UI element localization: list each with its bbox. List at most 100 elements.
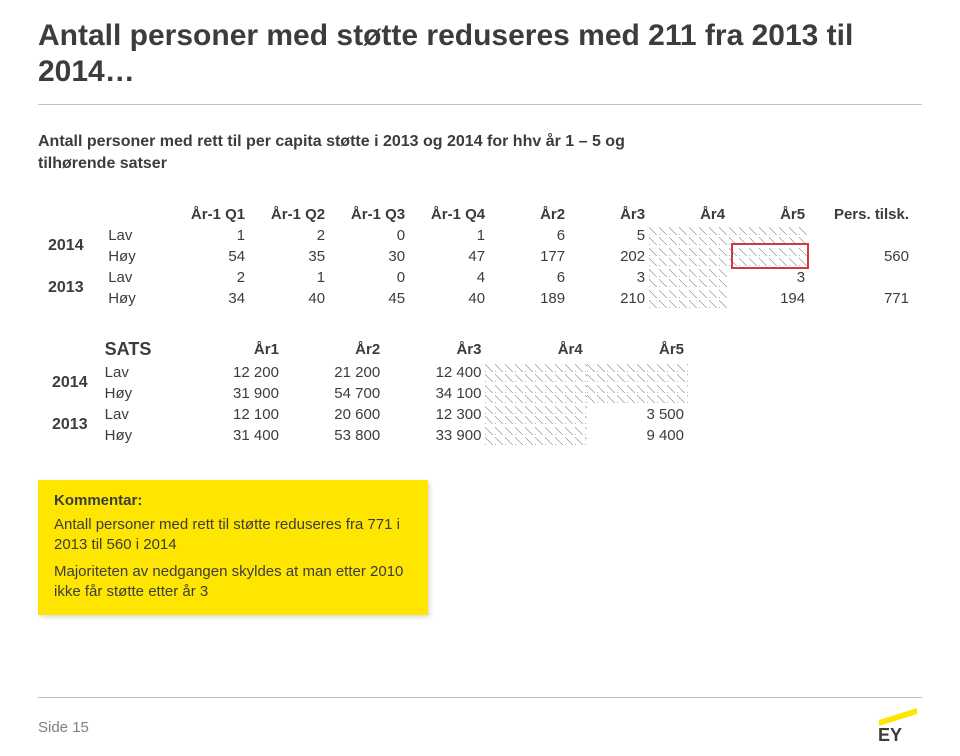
cell: 30 <box>329 246 409 267</box>
divider-top <box>38 104 922 105</box>
cell: 33 900 <box>384 425 485 446</box>
cell: 47 <box>409 246 489 267</box>
cell: 34 <box>169 288 249 309</box>
level-label: Lav <box>101 362 182 383</box>
cell: 40 <box>409 288 489 309</box>
cell: 189 <box>489 288 569 309</box>
cell-hatched-highlight <box>729 246 809 267</box>
year-label: 2014 <box>48 225 104 267</box>
cell-hatched <box>649 267 729 288</box>
cell: 31 900 <box>182 383 283 404</box>
ey-logo-icon: EY <box>878 708 918 742</box>
col-header: År5 <box>587 337 688 362</box>
cell <box>809 225 913 246</box>
col-header: År3 <box>569 204 649 225</box>
cell-hatched <box>485 425 586 446</box>
cell: 12 400 <box>384 362 485 383</box>
col-header: År-1 Q1 <box>169 204 249 225</box>
comment-header: Kommentar: <box>54 492 412 509</box>
cell: 0 <box>329 225 409 246</box>
cell: 2 <box>249 225 329 246</box>
comment-line: Antall personer med rett til støtte redu… <box>54 515 412 554</box>
cell-hatched <box>587 362 688 383</box>
level-label: Høy <box>104 246 169 267</box>
cell <box>809 267 913 288</box>
level-label: Høy <box>104 288 169 309</box>
cell-hatched <box>729 225 809 246</box>
cell: 202 <box>569 246 649 267</box>
cell: 35 <box>249 246 329 267</box>
cell: 6 <box>489 267 569 288</box>
col-header: År2 <box>489 204 569 225</box>
cell: 12 200 <box>182 362 283 383</box>
level-label: Lav <box>104 267 169 288</box>
cell-hatched <box>649 246 729 267</box>
cell: 6 <box>489 225 569 246</box>
year-label: 2013 <box>48 404 101 446</box>
table-header-row: SATS År1 År2 År3 År4 År5 <box>48 337 688 362</box>
cell-hatched <box>485 383 586 404</box>
cell: 3 500 <box>587 404 688 425</box>
comment-line: Majoriteten av nedgangen skyldes at man … <box>54 562 412 601</box>
cell: 177 <box>489 246 569 267</box>
level-label: Lav <box>104 225 169 246</box>
col-header: År1 <box>182 337 283 362</box>
cell: 21 200 <box>283 362 384 383</box>
cell: 194 <box>729 288 809 309</box>
cell: 1 <box>409 225 489 246</box>
page-subtitle: Antall personer med rett til per capita … <box>38 131 638 174</box>
col-header: År4 <box>649 204 729 225</box>
cell: 20 600 <box>283 404 384 425</box>
cell: 54 700 <box>283 383 384 404</box>
cell: 4 <box>409 267 489 288</box>
divider-bottom <box>38 697 922 698</box>
col-header: År-1 Q3 <box>329 204 409 225</box>
cell: 9 400 <box>587 425 688 446</box>
cell: 45 <box>329 288 409 309</box>
cell-hatched <box>649 225 729 246</box>
year-label: 2014 <box>48 362 101 404</box>
table-row: 2013 Lav 12 100 20 600 12 300 3 500 <box>48 404 688 425</box>
table-header-row: År-1 Q1 År-1 Q2 År-1 Q3 År-1 Q4 År2 År3 … <box>48 204 913 225</box>
cell: 5 <box>569 225 649 246</box>
cell-hatched <box>485 362 586 383</box>
cell: 771 <box>809 288 913 309</box>
col-header: Pers. tilsk. <box>809 204 913 225</box>
level-label: Høy <box>101 383 182 404</box>
cell: 54 <box>169 246 249 267</box>
cell: 2 <box>169 267 249 288</box>
table-row: 2013 Lav 2 1 0 4 6 3 3 <box>48 267 913 288</box>
cell: 34 100 <box>384 383 485 404</box>
cell: 3 <box>569 267 649 288</box>
table-row: 2014 Lav 12 200 21 200 12 400 <box>48 362 688 383</box>
col-header: År3 <box>384 337 485 362</box>
cell: 40 <box>249 288 329 309</box>
table-row: Høy 31 400 53 800 33 900 9 400 <box>48 425 688 446</box>
cell: 1 <box>169 225 249 246</box>
col-header: År-1 Q4 <box>409 204 489 225</box>
comment-box: Kommentar: Antall personer med rett til … <box>38 480 428 615</box>
sats-label: SATS <box>101 337 182 362</box>
cell-hatched <box>649 288 729 309</box>
sats-table: SATS År1 År2 År3 År4 År5 2014 Lav 12 200… <box>48 337 688 446</box>
persons-table: År-1 Q1 År-1 Q2 År-1 Q3 År-1 Q4 År2 År3 … <box>48 204 913 309</box>
year-label: 2013 <box>48 267 104 309</box>
cell: 560 <box>809 246 913 267</box>
page-number: Side 15 <box>38 719 89 736</box>
table-row: Høy 34 40 45 40 189 210 194 771 <box>48 288 913 309</box>
cell: 53 800 <box>283 425 384 446</box>
page-title: Antall personer med støtte reduseres med… <box>38 18 922 90</box>
table-row: Høy 54 35 30 47 177 202 560 <box>48 246 913 267</box>
cell-hatched <box>587 383 688 404</box>
svg-text:EY: EY <box>878 725 902 742</box>
table-row: Høy 31 900 54 700 34 100 <box>48 383 688 404</box>
cell: 0 <box>329 267 409 288</box>
cell: 210 <box>569 288 649 309</box>
col-header: År4 <box>485 337 586 362</box>
level-label: Høy <box>101 425 182 446</box>
cell-hatched <box>485 404 586 425</box>
col-header: År-1 Q2 <box>249 204 329 225</box>
col-header: År2 <box>283 337 384 362</box>
cell: 1 <box>249 267 329 288</box>
cell: 12 300 <box>384 404 485 425</box>
